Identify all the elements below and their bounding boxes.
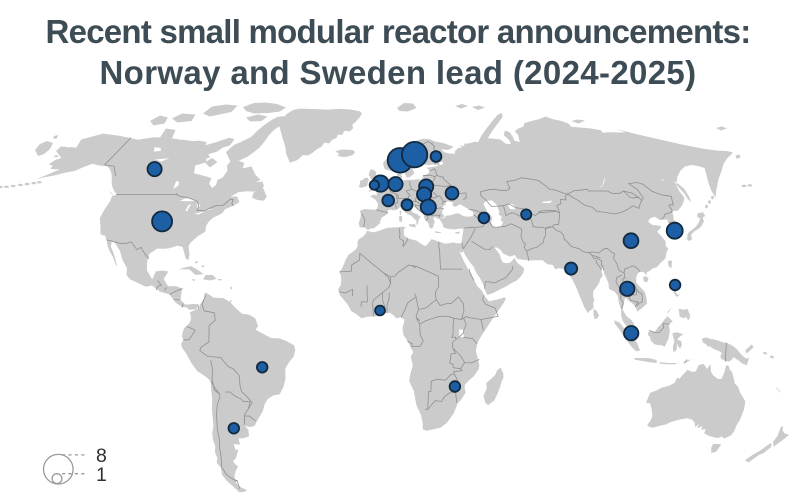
svg-text:8: 8	[96, 445, 107, 467]
svg-text:1: 1	[96, 464, 107, 486]
